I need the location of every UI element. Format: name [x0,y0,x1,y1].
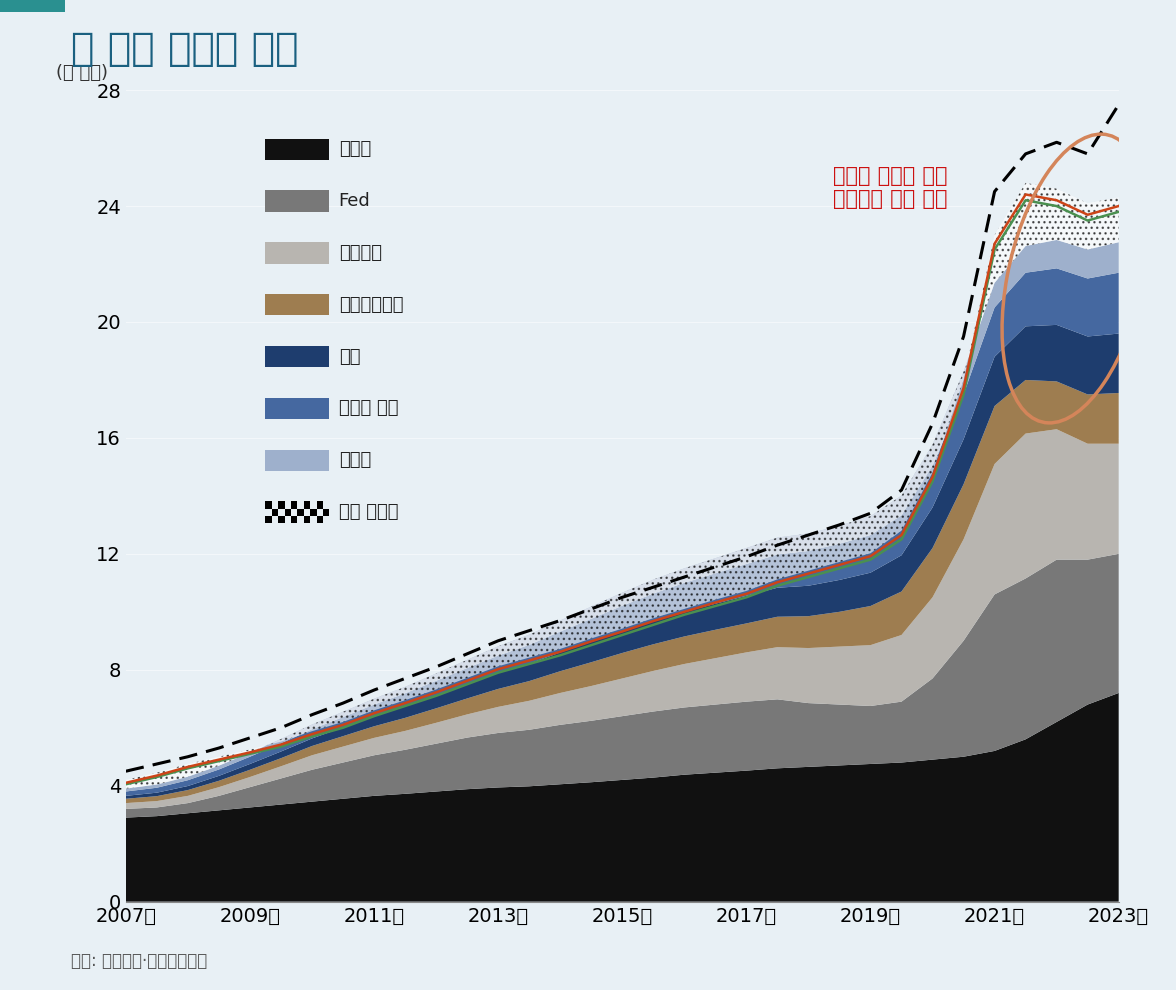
Text: 자료: 블룸버그·다올투자증권: 자료: 블룸버그·다올투자증권 [71,952,207,970]
Text: 사모 연기금: 사모 연기금 [339,503,399,521]
Bar [290,516,298,523]
Text: Fed: Fed [339,192,370,210]
Bar [316,502,323,509]
Text: 외국인: 외국인 [339,141,370,158]
Text: 주정부: 주정부 [339,451,370,469]
Bar [266,516,272,523]
Bar [290,502,298,509]
Bar [279,516,285,523]
Bar [316,516,323,523]
Bar [323,509,329,516]
Text: 뮤추얼 펀드: 뮤추얼 펀드 [339,400,399,418]
Bar [303,502,310,509]
Text: 가계: 가계 [339,347,360,365]
Text: 패시브 투자자 감소
헤지펀드 비중 증가: 패시브 투자자 감소 헤지펀드 비중 증가 [833,166,948,209]
Bar [298,509,303,516]
Bar [279,502,285,509]
Bar [303,516,310,523]
Bar [266,502,272,509]
Text: 시중은행: 시중은행 [339,244,382,262]
Bar [310,509,316,516]
Bar [285,509,290,516]
Text: (조 달러): (조 달러) [56,64,108,82]
Text: 미 국채 소유자 변화: 미 국채 소유자 변화 [71,30,298,67]
Text: 머니마켓펀드: 머니마켓펀드 [339,296,403,314]
Bar [272,509,279,516]
